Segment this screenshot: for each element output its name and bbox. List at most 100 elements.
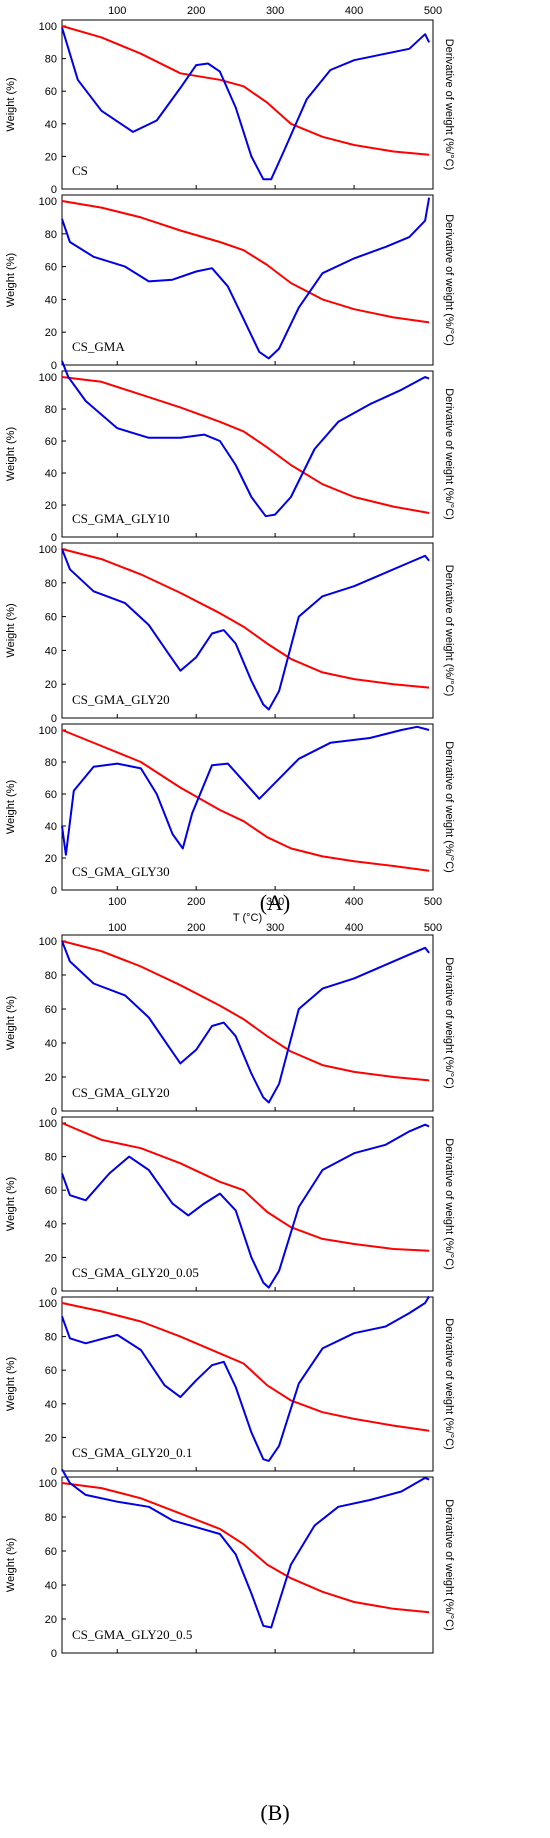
x-tick-label: 200 — [187, 922, 205, 934]
sample-label: CS_GMA_GLY20 — [72, 692, 170, 707]
derivative-curve — [61, 725, 430, 856]
y-tick-label: 100 — [39, 1298, 57, 1310]
y2-axis-label: Derivative of weight (%/°C) — [443, 1138, 455, 1270]
y-tick-label: 40 — [45, 1219, 57, 1231]
y-tick-label: 20 — [45, 151, 57, 163]
figure-label-a: (A) — [260, 890, 291, 915]
y-tick-label: 80 — [45, 1332, 57, 1344]
y-tick-label: 100 — [39, 544, 57, 556]
y-axis-label: Weight (%) — [5, 253, 17, 307]
x-tick-label: 400 — [345, 922, 363, 934]
y-axis-label: Weight (%) — [5, 780, 17, 834]
y-tick-label: 40 — [45, 119, 57, 131]
y-tick-label: 60 — [45, 1365, 57, 1377]
derivative-curve — [61, 27, 430, 181]
y-tick-label: 40 — [45, 1038, 57, 1050]
chart-panel: 0 20 40 60 80 100 100 200 300 400 500 Weight (%) Der… — [5, 5, 455, 196]
y-tick-label: 60 — [45, 262, 57, 274]
y-tick-label: 80 — [45, 757, 57, 769]
y-tick-label: 100 — [39, 1118, 57, 1130]
weight-curve — [61, 548, 430, 689]
y-tick-label: 60 — [45, 1185, 57, 1197]
derivative-curve — [61, 1295, 430, 1462]
chart-panel: 0 20 40 60 80 100 Weight (%) Derivative of weig… — [5, 1295, 455, 1478]
x-tick-label: 100 — [108, 896, 126, 908]
y2-axis-label: Derivative of weight (%/°C) — [443, 39, 455, 171]
chart-panel: 0 20 40 60 80 100 Weight (%) Derivative of weig… — [5, 194, 455, 372]
y-tick-label: 40 — [45, 1580, 57, 1592]
y2-axis-label: Derivative of weight (%/°C) — [443, 388, 455, 520]
y-tick-label: 60 — [45, 436, 57, 448]
x-axis-label: T (°C) — [233, 912, 262, 924]
derivative-curve — [61, 548, 430, 711]
y-tick-label: 100 — [39, 936, 57, 948]
y-tick-label: 80 — [45, 1512, 57, 1524]
plot-frame — [61, 194, 434, 366]
y-axis-label: Weight (%) — [5, 427, 17, 481]
y-tick-label: 0 — [51, 532, 57, 544]
y-tick-label: 60 — [45, 789, 57, 801]
sample-label: CS_GMA — [72, 339, 125, 354]
derivative-curve — [61, 197, 431, 360]
y-tick-label: 40 — [45, 821, 57, 833]
y-tick-label: 0 — [51, 885, 57, 897]
y-tick-label: 80 — [45, 54, 57, 66]
sample-label: CS_GMA_GLY20 — [72, 1085, 170, 1100]
x-tick-label: 200 — [187, 5, 205, 17]
y-tick-label: 0 — [51, 1286, 57, 1298]
derivative-curve — [61, 360, 430, 518]
y-tick-label: 0 — [51, 360, 57, 372]
figure-label-b: (B) — [260, 1800, 289, 1825]
y-tick-label: 60 — [45, 1004, 57, 1016]
y2-axis-label: Derivative of weight (%/°C) — [443, 741, 455, 873]
weight-curve — [61, 729, 430, 872]
weight-curve — [61, 940, 430, 1082]
y-tick-label: 80 — [45, 1152, 57, 1164]
y-tick-label: 60 — [45, 612, 57, 624]
y-tick-label: 60 — [45, 86, 57, 98]
y-tick-label: 80 — [45, 970, 57, 982]
y-tick-label: 20 — [45, 679, 57, 691]
sample-label: CS_GMA_GLY20_0.5 — [72, 1627, 192, 1642]
y-tick-label: 0 — [51, 1106, 57, 1118]
y-tick-label: 40 — [45, 294, 57, 306]
y-tick-label: 40 — [45, 1399, 57, 1411]
y-tick-label: 20 — [45, 1252, 57, 1264]
weight-curve — [61, 1122, 430, 1252]
y-tick-label: 40 — [45, 468, 57, 480]
chart-panel: 0 20 40 60 80 100 Weight (%) Derivative of weig… — [5, 1116, 455, 1298]
y-tick-label: 60 — [45, 1546, 57, 1558]
y2-axis-label: Derivative of weight (%/°C) — [443, 1499, 455, 1631]
y-tick-label: 0 — [51, 1466, 57, 1478]
derivative-curve — [61, 940, 430, 1104]
weight-curve — [61, 376, 430, 514]
y-tick-label: 0 — [51, 1648, 57, 1660]
sample-label: CS_GMA_GLY30 — [72, 864, 170, 879]
x-tick-label: 500 — [424, 922, 442, 934]
y-tick-label: 20 — [45, 1614, 57, 1626]
sample-label: CS — [72, 163, 88, 178]
y-tick-label: 20 — [45, 1072, 57, 1084]
y-tick-label: 80 — [45, 229, 57, 241]
x-tick-label: 500 — [424, 5, 442, 17]
y-tick-label: 40 — [45, 645, 57, 657]
y2-axis-label: Derivative of weight (%/°C) — [443, 565, 455, 697]
x-tick-label: 200 — [187, 896, 205, 908]
y-tick-label: 100 — [39, 725, 57, 737]
chart-panel: 0 20 40 60 80 100 Weight (%) Derivative of weig… — [5, 542, 455, 725]
x-tick-label: 500 — [424, 896, 442, 908]
sample-label: CS_GMA_GLY20_0.1 — [72, 1445, 192, 1460]
y-axis-label: Weight (%) — [5, 996, 17, 1050]
y-tick-label: 100 — [39, 21, 57, 33]
plot-frame — [61, 19, 434, 190]
x-tick-label: 300 — [266, 896, 284, 908]
y-axis-label: Weight (%) — [5, 1357, 17, 1411]
y-axis-label: Weight (%) — [5, 77, 17, 131]
sample-label: CS_GMA_GLY20_0.05 — [72, 1265, 199, 1280]
plot-frame — [61, 723, 434, 891]
y-tick-label: 20 — [45, 1432, 57, 1444]
x-tick-label: 300 — [266, 922, 284, 934]
chart-panel: 0 20 40 60 80 100 100 200 300 400 500 Weight (%) Der… — [5, 922, 455, 1118]
weight-curve — [61, 25, 430, 156]
